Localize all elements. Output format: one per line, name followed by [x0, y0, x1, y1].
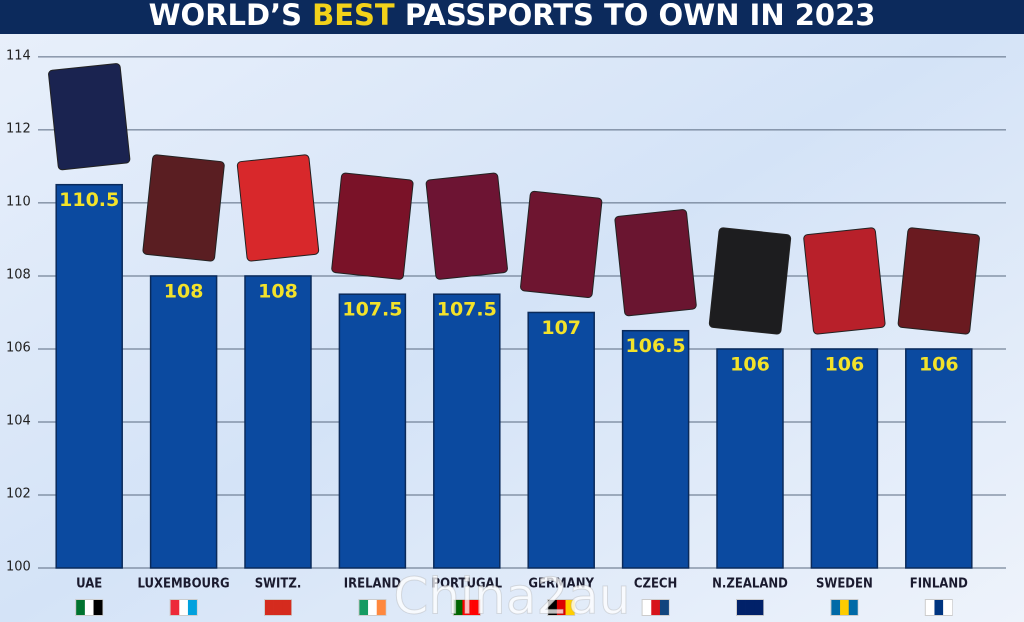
passport-image [520, 190, 603, 299]
title-banner [0, 0, 1024, 34]
flag-stripe [93, 600, 103, 615]
passport-image [142, 154, 225, 262]
flag-stripe [754, 600, 764, 615]
bar [905, 348, 973, 569]
flag-stripe [651, 600, 661, 615]
flag-stripe [265, 600, 274, 615]
value-label: 108 [164, 280, 204, 302]
flag-stripe [282, 600, 292, 615]
passport-image [803, 227, 886, 335]
x-tick-label: PORTUGAL [432, 577, 503, 592]
flag-stripe [471, 600, 481, 615]
value-label: 108 [258, 280, 298, 302]
flag-stripe [925, 600, 935, 615]
flag-stripe [659, 600, 669, 615]
y-tick-label: 100 [6, 560, 31, 575]
bar [55, 183, 123, 569]
x-tick-label: N.ZEALAND [712, 577, 788, 592]
value-label: 107.5 [342, 299, 402, 321]
flag-stripe [359, 600, 369, 615]
value-label: 106.5 [626, 335, 686, 357]
x-tick-label: LUXEMBOURG [138, 577, 230, 592]
x-tick-label: FINLAND [910, 577, 968, 592]
flag-stripe [943, 600, 953, 615]
bar [338, 293, 407, 569]
y-tick-label: 108 [6, 267, 31, 282]
bar [716, 348, 784, 569]
flag-stripe [170, 600, 180, 615]
value-label: 107.5 [437, 299, 497, 321]
passport-image [425, 172, 508, 280]
flag-stripe [368, 600, 378, 615]
flag-stripe [179, 600, 189, 615]
flag-stripe [84, 600, 94, 615]
y-tick-label: 106 [6, 340, 31, 355]
passport-image [614, 209, 697, 317]
value-label: 107 [541, 317, 581, 339]
value-label: 106 [919, 353, 959, 375]
title-highlight: BEST [312, 0, 395, 32]
flag-stripe [273, 600, 283, 615]
flag-stripe [840, 600, 850, 615]
flag-stripe [848, 600, 858, 615]
flag-stripe [831, 600, 841, 615]
title-part: WORLD’S [149, 0, 302, 32]
bar [527, 311, 595, 569]
value-label: 110.5 [59, 189, 119, 211]
x-tick-label: SWITZ. [255, 577, 302, 592]
value-label: 106 [825, 353, 865, 375]
passport-image [331, 172, 414, 280]
y-tick-label: 104 [6, 413, 31, 428]
x-tick-label: IRELAND [344, 577, 402, 592]
y-tick-label: 102 [6, 486, 31, 501]
title-part: PASSPORTS TO OWN IN 2023 [405, 0, 876, 32]
flag-stripe [187, 600, 197, 615]
flag-stripe [376, 600, 386, 615]
x-tick-label: GERMANY [528, 577, 594, 592]
chart-title: WORLD’S BEST PASSPORTS TO OWN IN 2023 [149, 0, 876, 32]
flag-stripe [745, 600, 755, 615]
bar [621, 329, 690, 569]
flag-stripe [934, 600, 944, 615]
flag-stripe [462, 600, 472, 615]
value-label: 106 [730, 353, 770, 375]
bar [149, 275, 218, 569]
passport-image [48, 63, 131, 171]
y-tick-label: 110 [6, 194, 31, 209]
flag-stripe [565, 600, 575, 615]
flag-stripe [642, 600, 652, 615]
y-tick-label: 112 [6, 121, 31, 136]
passport-image [708, 227, 792, 335]
bar [810, 348, 879, 569]
y-tick-label: 114 [6, 48, 31, 63]
bar [244, 275, 312, 569]
flag-stripe [548, 600, 558, 615]
watermark: China2au [394, 568, 631, 622]
x-tick-label: CZECH [634, 577, 677, 592]
flag-stripe [453, 600, 463, 615]
passport-image [897, 227, 980, 335]
flag-stripe [76, 600, 86, 615]
x-tick-label: SWEDEN [816, 577, 873, 592]
flag-stripe [737, 600, 746, 615]
flag-stripe [556, 600, 566, 615]
passport-image [236, 154, 320, 262]
x-tick-label: UAE [76, 577, 102, 592]
bar [433, 293, 501, 569]
